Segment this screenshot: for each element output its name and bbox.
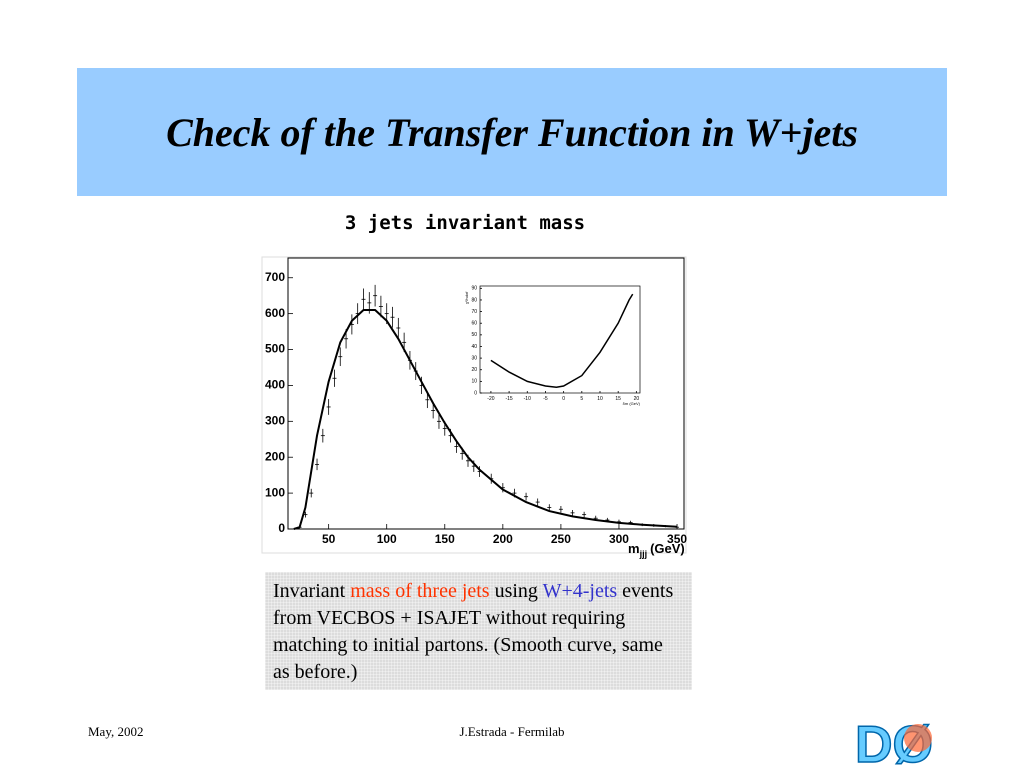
x-tick-label: 350	[667, 532, 687, 546]
chart-title: 3 jets invariant mass	[344, 212, 586, 234]
footer-date: May, 2002	[88, 724, 144, 739]
x-axis-label-sub: jjj	[639, 549, 648, 559]
y-tick-label: 0	[278, 521, 285, 535]
y-axis-label: χ²/ndof	[464, 291, 469, 304]
x-tick-label: 200	[493, 532, 513, 546]
y-tick-label: 80	[471, 297, 477, 303]
x-tick-label: 250	[551, 532, 571, 546]
y-tick-label: 500	[265, 342, 285, 356]
x-axis-label: δm (GeV)	[623, 401, 641, 406]
y-tick-label: 60	[471, 321, 477, 327]
y-tick-label: 0	[474, 390, 477, 396]
x-tick-label: -5	[543, 396, 548, 402]
x-axis-label-unit: (GeV)	[650, 541, 685, 556]
x-axis-label: mjjj (GeV)	[628, 541, 685, 559]
x-tick-label: 300	[609, 532, 629, 546]
caption-text: using	[494, 580, 538, 602]
y-tick-label: 90	[471, 286, 477, 292]
caption-text: mass of three jets	[350, 580, 490, 602]
plot-frame	[479, 285, 641, 394]
slide-title: Check of the Transfer Function in W+jets	[77, 68, 947, 196]
y-tick-label: 600	[265, 306, 285, 320]
y-tick-label: 700	[265, 270, 285, 284]
caption-text: (Smooth curve, same as before.)	[273, 634, 663, 683]
y-tick-label: 400	[265, 378, 285, 392]
x-tick-label: 20	[634, 396, 640, 402]
y-tick-label: 30	[471, 355, 477, 361]
chi2-curve	[490, 293, 634, 388]
x-tick-label: -20	[487, 396, 494, 402]
y-tick-label: 40	[471, 344, 477, 350]
logo-dot	[904, 724, 932, 752]
caption-text: W+4-jets	[542, 580, 618, 602]
x-axis-label-main: m	[628, 541, 640, 556]
y-tick-label: 200	[265, 449, 285, 463]
x-tick-label: 150	[435, 532, 455, 546]
y-tick-label: 100	[265, 485, 285, 499]
x-tick-label: 5	[580, 396, 583, 402]
caption-text: Invariant	[273, 580, 346, 602]
x-tick-label: -15	[505, 396, 512, 402]
footer-author: J.Estrada - Fermilab	[459, 724, 565, 739]
x-tick-label: 0	[562, 396, 565, 402]
x-tick-label: -10	[524, 396, 531, 402]
y-tick-label: 70	[471, 309, 477, 315]
fit-curve	[293, 309, 678, 530]
x-tick-label: 15	[615, 396, 621, 402]
caption: Invariant mass of three jets using W+4-j…	[265, 572, 692, 690]
caption-text: events from VECBOS + ISAJET without requ…	[273, 580, 674, 656]
x-tick-label: 50	[322, 532, 336, 546]
x-tick-label: 10	[597, 396, 603, 402]
y-tick-label: 10	[471, 379, 477, 385]
y-tick-label: 300	[265, 413, 285, 427]
logo: DØ	[854, 715, 934, 768]
y-tick-label: 50	[471, 332, 477, 338]
y-tick-label: 20	[471, 367, 477, 373]
x-tick-label: 100	[377, 532, 397, 546]
